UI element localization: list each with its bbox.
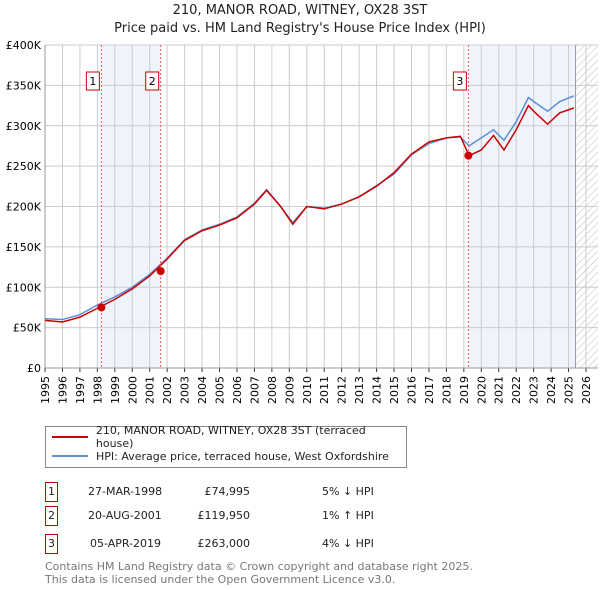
x-tick-label: 2017 xyxy=(423,376,436,404)
sale-date: 20-AUG-2001 xyxy=(88,509,162,522)
x-tick-label: 2003 xyxy=(179,376,192,404)
footer-line: This data is licensed under the Open Gov… xyxy=(45,573,396,586)
sale-marker-label: 2 xyxy=(149,75,156,88)
x-tick-label: 2001 xyxy=(144,376,157,404)
sale-hpi: 4% ↓ HPI xyxy=(322,537,374,550)
y-tick-label: £0 xyxy=(27,362,41,375)
x-tick-label: 2005 xyxy=(214,376,227,404)
x-tick-label: 1996 xyxy=(56,376,69,404)
sale-point xyxy=(156,267,165,276)
y-tick-label: £200K xyxy=(6,201,42,214)
sale-hpi: 1% ↑ HPI xyxy=(322,509,374,522)
footer: Contains HM Land Registry data © Crown c… xyxy=(45,560,473,586)
x-tick-label: 2022 xyxy=(510,376,523,404)
x-tick-label: 2002 xyxy=(161,376,174,404)
x-tick-label: 2010 xyxy=(301,376,314,404)
x-tick-label: 2026 xyxy=(580,376,593,404)
sale-marker-box xyxy=(145,71,160,91)
sale-price: £119,950 xyxy=(197,509,251,522)
y-tick-label: £100K xyxy=(6,281,42,294)
x-tick-label: 2011 xyxy=(318,376,331,404)
footer-line: Contains HM Land Registry data © Crown c… xyxy=(45,560,473,573)
legend-label: HPI: Average price, terraced house, West… xyxy=(96,449,389,463)
sale-row: 2 20-AUG-2001 £119,950 1% ↑ HPI xyxy=(45,506,385,526)
x-tick-label: 2008 xyxy=(266,376,279,404)
x-tick-label: 1998 xyxy=(91,376,104,404)
sale-price: £74,995 xyxy=(204,485,251,498)
sale-badge: 1 xyxy=(45,482,58,502)
x-tick-label: 2023 xyxy=(528,376,541,404)
sale-marker-box xyxy=(452,71,467,91)
sale-point xyxy=(464,151,473,160)
y-tick-label: £250K xyxy=(6,160,42,173)
x-tick-label: 2007 xyxy=(248,376,261,404)
x-tick-label: 2019 xyxy=(458,376,471,404)
legend: 210, MANOR ROAD, WITNEY, OX28 3ST (terra… xyxy=(45,424,407,468)
x-tick-label: 2006 xyxy=(231,376,244,404)
sale-row: 1 27-MAR-1998 £74,995 5% ↓ HPI xyxy=(45,482,385,502)
x-tick-label: 2012 xyxy=(336,376,349,404)
legend-label: 210, MANOR ROAD, WITNEY, OX28 3ST (terra… xyxy=(95,424,366,450)
x-tick-label: 1999 xyxy=(109,376,122,404)
x-tick-label: 2021 xyxy=(493,376,506,404)
x-tick-label: 2004 xyxy=(196,376,209,404)
y-tick-label: £50K xyxy=(13,322,42,335)
sale-marker-label: 1 xyxy=(89,75,96,88)
price-paid-line xyxy=(44,104,575,323)
sale-date: 27-MAR-1998 xyxy=(88,485,163,498)
y-tick-label: £350K xyxy=(6,79,42,92)
y-tick-label: £150K xyxy=(6,241,42,254)
y-tick-label: £300K xyxy=(6,120,42,133)
sale-hpi: 5% ↓ HPI xyxy=(322,485,374,498)
legend-item-hpi: HPI: Average price, terraced house, West… xyxy=(46,447,406,465)
x-tick-label: 2018 xyxy=(440,376,453,404)
x-tick-label: 2016 xyxy=(405,376,418,404)
x-tick-label: 2025 xyxy=(563,376,576,404)
x-tick-label: 2014 xyxy=(371,376,384,404)
x-tick-label: 2024 xyxy=(545,376,558,404)
sale-price: £263,000 xyxy=(197,537,251,550)
sale-badge: 3 xyxy=(45,534,58,554)
price-chart: 1995 1996 1997 1998 1999 2000 2001 2002 2003 2004… xyxy=(6,39,598,404)
x-tick-label: 2015 xyxy=(388,376,401,404)
x-tick-label: 1997 xyxy=(74,376,87,404)
legend-item-price: 210, MANOR ROAD, WITNEY, OX28 3ST (terra… xyxy=(46,424,406,450)
y-tick-label: £400K xyxy=(6,39,42,52)
sale-marker-label: 3 xyxy=(456,75,463,88)
title-line: 210, MANOR ROAD, WITNEY, OX28 3ST xyxy=(172,3,428,18)
sale-marker-box xyxy=(85,71,100,91)
x-tick-label: 2009 xyxy=(283,376,296,404)
chart-title: 210, MANOR ROAD, WITNEY, OX28 3ST Price … xyxy=(0,2,600,38)
x-tick-label: 2013 xyxy=(353,376,366,404)
sale-point xyxy=(97,303,106,312)
sale-badge: 2 xyxy=(45,506,58,526)
sale-row: 3 05-APR-2019 £263,000 4% ↓ HPI xyxy=(45,534,385,554)
subtitle-line: Price paid vs. HM Land Registry's House … xyxy=(114,21,486,36)
x-tick-label: 1995 xyxy=(39,376,52,404)
x-tick-label: 2000 xyxy=(126,376,139,404)
sale-date: 05-APR-2019 xyxy=(90,537,162,550)
x-tick-label: 2020 xyxy=(475,376,488,404)
